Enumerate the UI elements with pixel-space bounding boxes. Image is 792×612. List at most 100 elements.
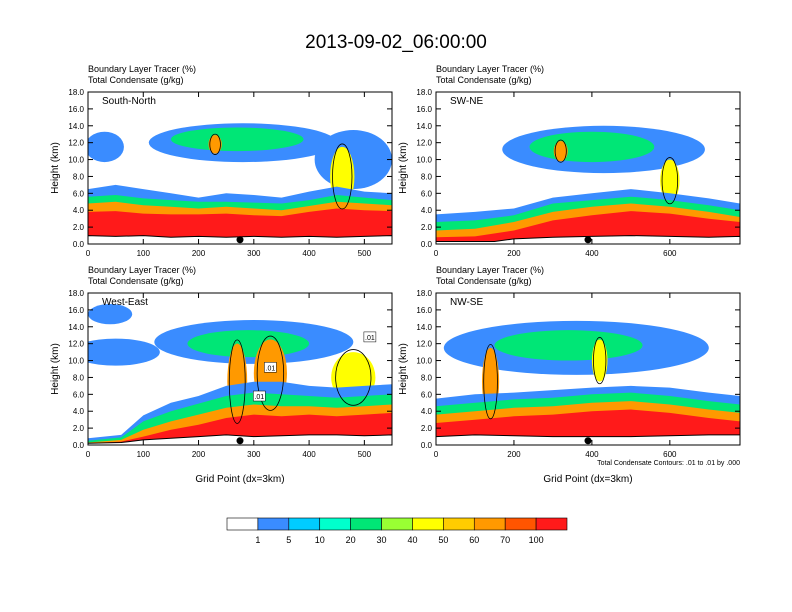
panel-frame [435,292,741,446]
panel-subtitle: Boundary Layer Tracer (%) [436,265,544,275]
colorbar: 1 5 10 20 30 40 50 60 70 100 [226,517,568,545]
panel-west-east: .01 .01 .01 0.0 2.0 4.0 6.0 8.0 10.0 12.0 14.0 16.0… [50,265,393,485]
x-tick-label: 100 [137,450,151,459]
x-tick-label: 200 [507,249,521,258]
y-tick-label: 14.0 [68,122,84,131]
tracer-cloud-0 [88,338,160,366]
y-tick-label: 8.0 [73,172,85,181]
colorbar-cell [504,517,537,531]
y-tick-label: 0.0 [73,240,85,249]
tracer-cloud-1 [494,330,643,361]
y-tick-label: 0.0 [73,441,85,450]
y-tick-label: 10.0 [68,156,84,165]
y-tick-label: 14.0 [416,323,432,332]
tracer-cloud-3 [187,330,310,358]
panel-frame [435,91,741,245]
x-tick-label: 400 [302,249,316,258]
colorbar-cell [319,517,351,531]
x-tick-label: 500 [358,249,372,258]
y-tick-label: 6.0 [73,189,85,198]
panel-frame [87,91,393,245]
condensate-contour-1 [332,143,353,210]
x-tick-label: 200 [192,450,206,459]
panel-subtitle: Boundary Layer Tracer (%) [88,265,196,275]
colorbar-cell [473,517,506,531]
y-tick-label: 0.0 [421,441,433,450]
y-tick-label: 8.0 [421,373,433,382]
y-tick-label: 4.0 [73,206,85,215]
page-title: 2013-09-02_06:00:00 [305,32,487,53]
panel-plot-area [88,123,392,244]
colorbar-label: 20 [346,535,356,545]
condensate-contour-0 [483,344,498,420]
y-tick-label: 12.0 [68,139,84,148]
x-tick-label: 500 [358,450,372,459]
condensate-contour-0 [256,335,285,411]
colorbar-cell [412,517,444,531]
x-tick-label: 600 [663,450,677,459]
x-tick-label: 100 [137,249,151,258]
panel-south-north: 0.0 2.0 4.0 6.0 8.0 10.0 12.0 14.0 16.0 18.0 0 100 2… [50,64,393,258]
y-tick-label: 16.0 [416,306,432,315]
y-tick-label: 6.0 [421,390,433,399]
y-axis-label: Height (km) [398,142,409,194]
location-marker [236,437,244,445]
colorbar-cell [381,517,413,531]
colorbar-cell [535,517,568,531]
colorbar-cell [288,517,321,531]
panel-frame [87,292,393,446]
panel-plot-area [436,125,740,244]
y-tick-label: 18.0 [416,289,432,298]
condensate-contour-0 [554,139,567,163]
contour-label: .01 [365,335,375,342]
x-tick-label: 600 [663,249,677,258]
panel-name: West-East [102,297,148,308]
y-tick-label: 14.0 [416,122,432,131]
colorbar-label: 1 [255,535,260,545]
x-tick-label: 0 [434,249,439,258]
y-tick-label: 10.0 [416,357,432,366]
tracer-cloud-3 [660,159,680,202]
tracer-band-100 [436,211,740,244]
colorbar-cell [226,517,259,531]
panel-name: South-North [102,96,156,107]
y-tick-label: 4.0 [73,407,85,416]
y-axis-label: Height (km) [50,142,61,194]
tracer-cloud-3 [208,135,222,154]
x-tick-label: 200 [192,249,206,258]
panel-name: NW-SE [450,297,483,308]
tracer-cloud-1 [88,303,133,325]
y-tick-label: 18.0 [68,88,84,97]
x-tick-label: 200 [507,450,521,459]
panel-subtitle: Total Condensate (g/kg) [88,276,184,286]
tracer-band-100 [88,208,392,244]
y-tick-label: 12.0 [68,340,84,349]
location-marker [236,236,244,244]
tracer-cloud-1 [529,131,655,163]
y-tick-label: 16.0 [416,105,432,114]
y-tick-label: 4.0 [421,206,433,215]
colorbar-label: 10 [315,535,325,545]
panel-sw-ne: 0.0 2.0 4.0 6.0 8.0 10.0 12.0 14.0 16.0 18.0 0 200 4… [398,64,741,258]
condensate-contour-1 [228,339,246,424]
x-tick-label: 400 [585,249,599,258]
contour-label: .01 [254,394,264,401]
x-tick-label: 400 [302,450,316,459]
y-tick-label: 4.0 [421,407,433,416]
panel-subtitle: Total Condensate (g/kg) [436,75,532,85]
panel-plot-area [436,320,740,445]
y-tick-label: 12.0 [416,340,432,349]
panel-subtitle: Boundary Layer Tracer (%) [436,64,544,74]
y-tick-label: 6.0 [73,390,85,399]
contour-label-box [264,362,277,373]
contour-label-box [363,331,377,343]
y-tick-label: 14.0 [68,323,84,332]
y-tick-label: 2.0 [421,223,433,232]
panel-plot-area: .01 .01 .01 [88,303,392,445]
y-tick-label: 8.0 [73,373,85,382]
colorbar-label: 5 [286,535,291,545]
x-tick-label: 400 [585,450,599,459]
condensate-contour-1 [661,157,679,205]
panel-subtitle: Total Condensate (g/kg) [436,276,532,286]
